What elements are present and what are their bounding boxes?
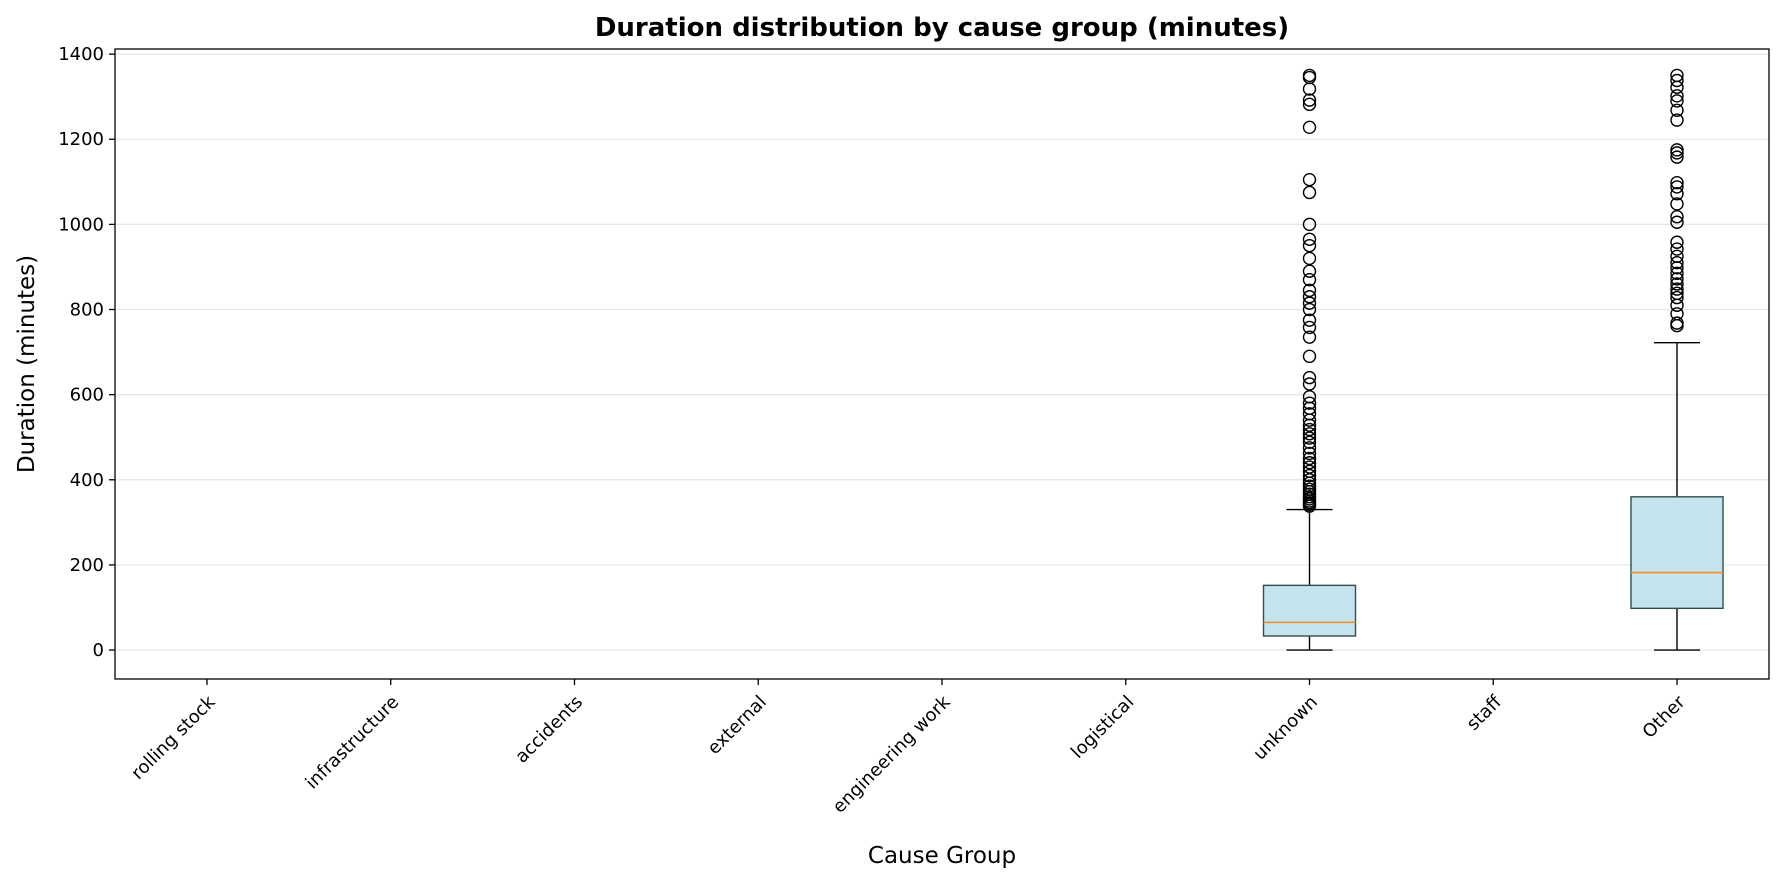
x-tick-label: engineering work [829, 691, 955, 817]
axis-layer: 0 200 400 600 800 1000 1200 1400 rolling stock in… [58, 44, 1690, 817]
y-tick-label: 400 [70, 470, 104, 491]
x-tick-label: logistical [1067, 692, 1138, 763]
outlier-point [1670, 316, 1684, 330]
outlier-point [1670, 113, 1684, 127]
outlier-point [1670, 266, 1684, 281]
outlier-point [1670, 150, 1684, 164]
outlier-point [1302, 120, 1317, 135]
y-tick-label: 0 [93, 640, 104, 661]
outlier-point [1670, 290, 1684, 305]
outlier-point [1302, 82, 1317, 96]
outlier-point [1670, 175, 1684, 190]
outlier-point [1670, 80, 1684, 95]
outlier-point [1302, 283, 1317, 298]
outlier-point [1302, 446, 1317, 461]
outlier-point [1302, 93, 1317, 107]
outlier-point [1302, 460, 1317, 474]
box-group [1262, 68, 1357, 651]
outlier-point [1302, 441, 1317, 455]
outlier-point [1670, 272, 1684, 286]
plot-frame [114, 48, 1770, 680]
outlier-point [1302, 390, 1317, 404]
grid-layer [115, 53, 1769, 651]
outlier-point [1670, 307, 1684, 321]
outlier-point [1302, 349, 1317, 364]
outlier-point [1670, 277, 1684, 291]
outlier-point [1670, 318, 1684, 333]
x-tick-label: infrastructure [302, 692, 404, 794]
outlier-point [1302, 370, 1317, 385]
y-tick-label: 1000 [58, 214, 104, 235]
outlier-point [1302, 290, 1317, 304]
outlier-point [1302, 264, 1317, 278]
outlier-point [1670, 197, 1684, 211]
outlier-point [1302, 320, 1317, 335]
outlier-point [1302, 185, 1317, 200]
outlier-point [1302, 313, 1317, 327]
outlier-point [1670, 73, 1684, 88]
y-tick-label: 1200 [58, 129, 104, 150]
x-tick-label: accidents [511, 692, 587, 768]
y-tick-label: 600 [70, 385, 104, 406]
outlier-point [1302, 238, 1317, 253]
box-body [1630, 496, 1724, 610]
outlier-point [1670, 255, 1684, 270]
outlier-point [1302, 422, 1317, 437]
outlier-point [1302, 273, 1317, 287]
outlier-point [1302, 217, 1317, 232]
outlier-point [1302, 435, 1317, 450]
outlier-point [1302, 456, 1317, 470]
outlier-point [1302, 396, 1317, 410]
outlier-point [1302, 473, 1317, 487]
outlier-point [1302, 172, 1317, 187]
outlier-point [1302, 302, 1317, 317]
outlier-point [1670, 180, 1684, 194]
x-tick-label: unknown [1249, 692, 1322, 765]
y-axis-title: Duration (minutes) [14, 255, 40, 473]
outlier-point [1670, 103, 1684, 117]
outlier-point [1302, 251, 1317, 266]
outlier-point [1302, 431, 1317, 445]
outlier-point [1670, 143, 1684, 157]
outlier-point [1302, 377, 1317, 391]
outlier-point [1670, 94, 1684, 108]
x-tick-label: external [704, 692, 771, 759]
outlier-point [1302, 296, 1317, 310]
marks-layer [1262, 68, 1724, 651]
outlier-point [1302, 97, 1317, 112]
box-body [1262, 584, 1357, 637]
x-tick-label: rolling stock [127, 691, 220, 784]
outlier-point [1670, 286, 1684, 301]
y-tick-label: 200 [70, 555, 104, 576]
outlier-point [1302, 407, 1317, 421]
outlier-point [1670, 89, 1684, 103]
x-tick-label: Other [1639, 691, 1690, 742]
outlier-point [1302, 68, 1317, 83]
outlier-point [1670, 242, 1684, 256]
outlier-point [1670, 249, 1684, 264]
outlier-point [1302, 451, 1317, 466]
outlier-point [1670, 68, 1684, 83]
y-tick-label: 800 [70, 300, 104, 321]
outlier-point [1670, 282, 1684, 296]
y-tick-label: 1400 [58, 44, 104, 65]
outlier-point [1302, 330, 1317, 344]
outlier-point [1670, 235, 1684, 249]
outlier-point [1302, 464, 1317, 478]
outlier-point [1670, 210, 1684, 224]
outlier-point [1670, 215, 1684, 229]
outlier-point [1302, 468, 1317, 483]
chart-title: Duration distribution by cause group (mi… [595, 13, 1289, 43]
outlier-point [1670, 187, 1684, 201]
outlier-point [1302, 232, 1317, 246]
x-axis-title: Cause Group [868, 843, 1016, 869]
x-tick-label: staff [1463, 691, 1506, 734]
outlier-point [1302, 427, 1317, 441]
box-group [1630, 68, 1724, 651]
